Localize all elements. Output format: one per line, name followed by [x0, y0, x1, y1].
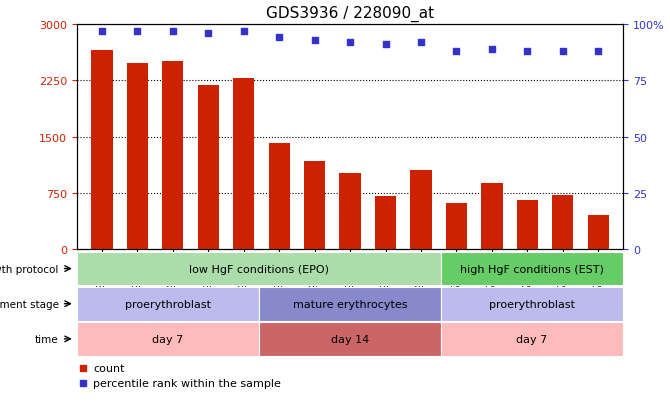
Bar — [552, 196, 574, 250]
Text: high HgF conditions (EST): high HgF conditions (EST) — [460, 264, 604, 274]
Text: development stage: development stage — [0, 299, 58, 309]
Bar — [269, 143, 290, 250]
Bar — [77, 322, 259, 356]
Point — [593, 48, 604, 55]
Bar — [77, 252, 441, 286]
Point — [168, 28, 178, 35]
Bar — [517, 200, 538, 250]
Bar — [259, 287, 441, 321]
Bar — [259, 322, 441, 356]
Point — [96, 28, 107, 35]
Text: growth protocol: growth protocol — [0, 264, 58, 274]
Point — [310, 37, 320, 44]
Point — [415, 40, 426, 46]
Text: day 14: day 14 — [331, 334, 369, 344]
Bar — [446, 203, 467, 250]
Bar — [127, 64, 148, 250]
Title: GDS3936 / 228090_at: GDS3936 / 228090_at — [266, 6, 434, 22]
Text: percentile rank within the sample: percentile rank within the sample — [93, 378, 281, 388]
Text: time: time — [35, 334, 58, 344]
Text: day 7: day 7 — [517, 334, 547, 344]
Bar — [441, 287, 623, 321]
Bar — [198, 85, 219, 250]
Point — [451, 48, 462, 55]
Point — [239, 28, 249, 35]
Text: proerythroblast: proerythroblast — [489, 299, 575, 309]
Point — [203, 31, 214, 37]
Bar — [304, 161, 325, 250]
Bar — [91, 51, 113, 250]
Text: proerythroblast: proerythroblast — [125, 299, 211, 309]
Point — [380, 42, 391, 48]
Bar — [162, 62, 184, 250]
Bar — [481, 184, 502, 250]
Bar — [441, 322, 623, 356]
Point — [486, 46, 497, 53]
Point — [345, 40, 356, 46]
Text: low HgF conditions (EPO): low HgF conditions (EPO) — [189, 264, 329, 274]
Bar — [588, 215, 609, 250]
Bar — [375, 197, 396, 250]
Text: count: count — [93, 363, 125, 373]
Bar — [77, 287, 259, 321]
Point — [557, 48, 568, 55]
Text: day 7: day 7 — [153, 334, 184, 344]
Point — [132, 28, 143, 35]
Point — [274, 35, 285, 42]
Text: mature erythrocytes: mature erythrocytes — [293, 299, 407, 309]
Bar — [410, 171, 431, 250]
Point — [522, 48, 533, 55]
Bar — [340, 173, 360, 250]
Bar — [233, 79, 255, 250]
Bar — [441, 252, 623, 286]
